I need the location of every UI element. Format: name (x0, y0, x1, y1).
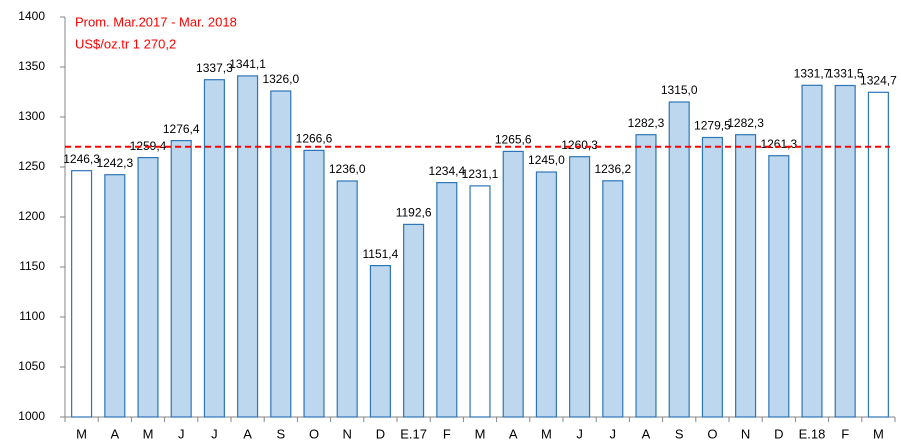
value-label: 1260,3 (561, 138, 598, 152)
y-tick-label: 1250 (18, 159, 45, 173)
bar (436, 182, 458, 418)
value-label: 1192,6 (396, 206, 432, 220)
x-tick-label: M (873, 426, 884, 441)
y-tick-label: 1100 (19, 309, 45, 323)
value-label: 1324,7 (860, 73, 897, 87)
value-label: 1259,4 (130, 139, 167, 153)
x-tick-label: A (642, 426, 651, 441)
y-tick-label: 1050 (18, 359, 45, 373)
x-tick-label: O (707, 426, 717, 441)
bar (768, 155, 790, 418)
value-label: 1151,4 (362, 247, 398, 261)
value-label: 1236,2 (594, 162, 631, 176)
bar (735, 134, 757, 418)
value-label: 1231,1 (462, 167, 499, 181)
x-tick-label: S (675, 426, 684, 441)
value-label: 1246,3 (63, 152, 100, 166)
x-tick-label: M (76, 426, 87, 441)
y-tick-label: 1000 (18, 409, 45, 423)
value-label: 1331,7 (794, 66, 831, 80)
bar (502, 150, 524, 418)
x-tick-label: M (541, 426, 552, 441)
value-label: 1276,4 (163, 122, 200, 136)
x-tick-label: O (309, 426, 319, 441)
value-label: 1279,5 (694, 119, 731, 133)
x-tick-label: N (741, 426, 750, 441)
bar (403, 223, 425, 418)
x-tick-label: D (774, 426, 783, 441)
value-label: 1282,3 (628, 116, 665, 130)
x-tick-label: N (343, 426, 352, 441)
bar (635, 134, 657, 418)
x-tick-label: E.18 (799, 426, 826, 441)
value-label: 1341,1 (229, 57, 266, 71)
bar (203, 79, 225, 418)
x-tick-label: A (509, 426, 518, 441)
bar (170, 140, 192, 418)
annotation: US$/oz.tr 1 270,2 (75, 36, 176, 51)
bar (834, 84, 856, 418)
value-label: 1234,4 (428, 164, 465, 178)
value-label: 1236,0 (329, 162, 366, 176)
x-tick-label: M (475, 426, 486, 441)
bar (668, 101, 690, 418)
y-tick-label: 1150 (19, 259, 45, 273)
value-label: 1337,3 (196, 61, 233, 75)
x-tick-label: E.17 (400, 426, 427, 441)
annotation: Prom. Mar.2017 - Mar. 2018 (75, 14, 237, 29)
bar (369, 265, 391, 418)
bar (569, 156, 591, 418)
x-tick-label: J (211, 426, 218, 441)
value-label: 1265,6 (495, 133, 532, 147)
value-label: 1326,0 (262, 72, 299, 86)
bar (469, 185, 491, 418)
y-tick-label: 1300 (18, 109, 45, 123)
value-label: 1266,6 (296, 132, 333, 146)
x-tick-label: S (276, 426, 285, 441)
y-tick-label: 1200 (18, 209, 45, 223)
x-tick-label: F (841, 426, 849, 441)
bar (104, 174, 126, 418)
x-tick-label: F (443, 426, 451, 441)
bar (602, 180, 624, 418)
x-tick-label: J (610, 426, 617, 441)
x-tick-label: A (243, 426, 252, 441)
bar (701, 136, 723, 418)
value-label: 1261,3 (760, 137, 797, 151)
value-label: 1315,0 (661, 83, 698, 97)
x-tick-label: M (143, 426, 154, 441)
bar (237, 75, 259, 418)
value-label: 1242,3 (96, 156, 133, 170)
bar (270, 90, 292, 418)
bar (801, 84, 823, 418)
bar (137, 157, 159, 418)
bar (303, 149, 325, 418)
x-tick-label: J (576, 426, 583, 441)
x-tick-label: A (110, 426, 119, 441)
y-tick-label: 1350 (18, 59, 45, 73)
x-tick-label: D (376, 426, 385, 441)
x-tick-label: J (178, 426, 185, 441)
value-label: 1282,3 (727, 116, 764, 130)
value-label: 1331,5 (827, 67, 864, 81)
bar (535, 171, 557, 418)
value-label: 1245,0 (528, 153, 565, 167)
y-tick-label: 1400 (18, 9, 45, 23)
bar (71, 170, 93, 418)
bar (336, 180, 358, 418)
bar (867, 91, 889, 418)
